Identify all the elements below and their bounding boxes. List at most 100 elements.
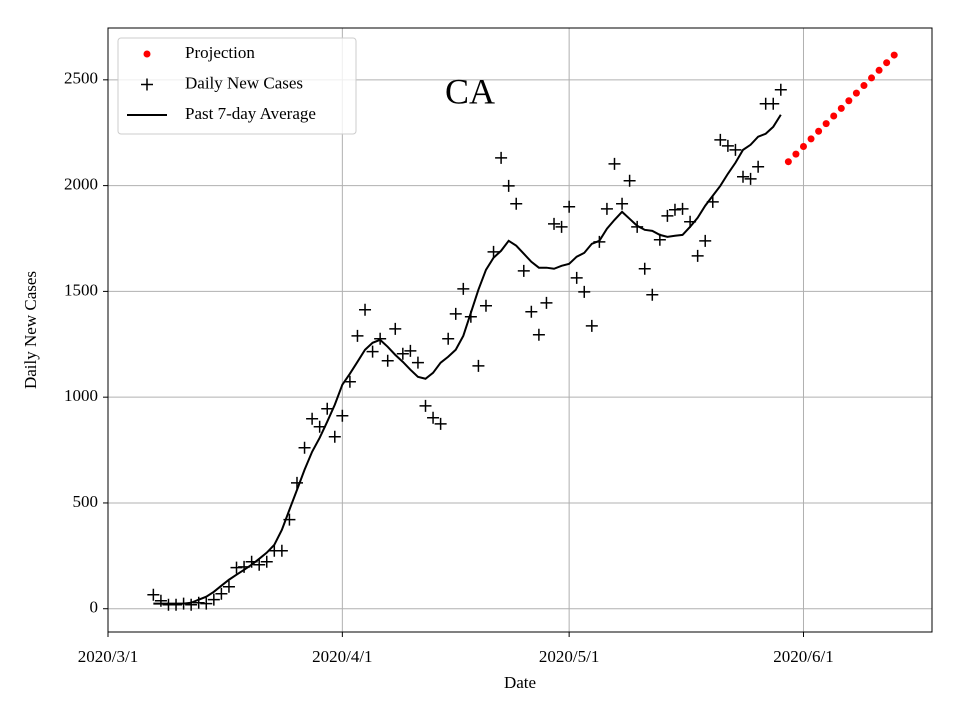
y-tick-label: 2500 <box>64 69 98 88</box>
plus-marker <box>275 544 288 557</box>
plus-marker <box>389 322 402 335</box>
plus-marker <box>676 202 689 215</box>
plus-marker <box>396 347 409 360</box>
plus-marker <box>253 558 266 571</box>
legend: Projection Daily New Cases Past 7-day Aver… <box>117 37 357 135</box>
plus-marker <box>548 217 561 230</box>
legend-box <box>117 37 357 135</box>
plus-marker <box>532 328 545 341</box>
plus-marker <box>457 282 470 295</box>
plus-marker <box>585 319 598 332</box>
plus-marker <box>767 97 780 110</box>
plus-marker <box>729 143 742 156</box>
plus-marker <box>714 133 727 146</box>
plus-marker <box>555 220 568 233</box>
point <box>890 51 898 59</box>
legend-label: Projection <box>185 43 255 62</box>
plus-marker <box>752 160 765 173</box>
x-tick-label: 2020/3/1 <box>78 647 138 666</box>
plus-marker <box>646 288 659 301</box>
y-tick-label: 1000 <box>64 386 98 405</box>
plus-marker <box>661 209 674 222</box>
plus-marker <box>290 476 303 489</box>
plus-marker <box>427 411 440 424</box>
plus-marker <box>260 555 273 568</box>
y-tick-label: 2000 <box>64 175 98 194</box>
plus-marker <box>381 354 394 367</box>
axes-frame <box>107 27 933 633</box>
plus-marker <box>170 598 183 611</box>
plus-marker <box>351 329 364 342</box>
x-tick-label: 2020/5/1 <box>539 647 599 666</box>
point <box>883 59 891 67</box>
plus-marker <box>563 200 576 213</box>
plus-marker <box>200 597 213 610</box>
plus-marker <box>525 305 538 318</box>
plus-marker <box>472 359 485 372</box>
plus-marker <box>328 430 341 443</box>
plus-marker <box>343 375 356 388</box>
point <box>784 158 792 166</box>
point <box>815 127 823 135</box>
point <box>807 135 815 143</box>
plus-marker <box>306 412 319 425</box>
plus-marker <box>616 197 629 210</box>
plus-marker <box>510 197 523 210</box>
y-tick-label: 0 <box>90 598 99 617</box>
point <box>830 112 838 120</box>
plus-marker <box>608 157 621 170</box>
plus-marker <box>744 172 757 185</box>
point <box>799 142 807 150</box>
plus-marker <box>502 179 515 192</box>
x-axis-label: Date <box>504 673 536 692</box>
plus-marker <box>222 580 235 593</box>
plus-marker <box>366 345 379 358</box>
plus-marker <box>442 332 455 345</box>
plus-marker <box>737 170 750 183</box>
y-tick-label: 1500 <box>64 280 98 299</box>
plus-marker <box>147 588 160 601</box>
plus-marker <box>185 598 198 611</box>
plus-marker <box>215 587 228 600</box>
plus-marker <box>336 409 349 422</box>
plus-marker <box>540 296 553 309</box>
point <box>837 104 845 112</box>
plus-marker <box>298 441 311 454</box>
plus-marker <box>668 203 681 216</box>
plus-marker <box>721 139 734 152</box>
plus-marker <box>359 303 372 316</box>
line-series <box>153 114 782 605</box>
plus-marker <box>230 561 243 574</box>
point <box>875 66 883 74</box>
plus-marker <box>578 285 591 298</box>
point <box>868 74 876 82</box>
legend-label: Daily New Cases <box>185 73 303 92</box>
point <box>143 50 151 58</box>
point <box>822 120 830 128</box>
x-tick-label: 2020/6/1 <box>773 647 833 666</box>
plus-marker <box>449 307 462 320</box>
chart-title: CA <box>445 71 495 111</box>
plus-marker <box>691 249 704 262</box>
plus-marker <box>638 262 651 275</box>
plus-marker <box>487 245 500 258</box>
plus-marker <box>419 399 432 412</box>
plus-marker <box>141 78 153 91</box>
y-tick-label: 500 <box>73 492 99 511</box>
plus-marker <box>404 344 417 357</box>
plus-marker <box>313 420 326 433</box>
grid <box>107 28 932 632</box>
legend-label: Past 7-day Average <box>185 104 316 123</box>
y-axis-label: Daily New Cases <box>21 271 40 389</box>
plus-marker <box>154 594 167 607</box>
plus-marker <box>600 202 613 215</box>
x-tick-label: 2020/4/1 <box>312 647 372 666</box>
plus-marker <box>434 417 447 430</box>
plus-marker <box>207 593 220 606</box>
point <box>852 89 860 97</box>
point <box>845 97 853 105</box>
plus-marker <box>774 83 787 96</box>
plus-marker <box>321 402 334 415</box>
plus-marker <box>623 174 636 187</box>
